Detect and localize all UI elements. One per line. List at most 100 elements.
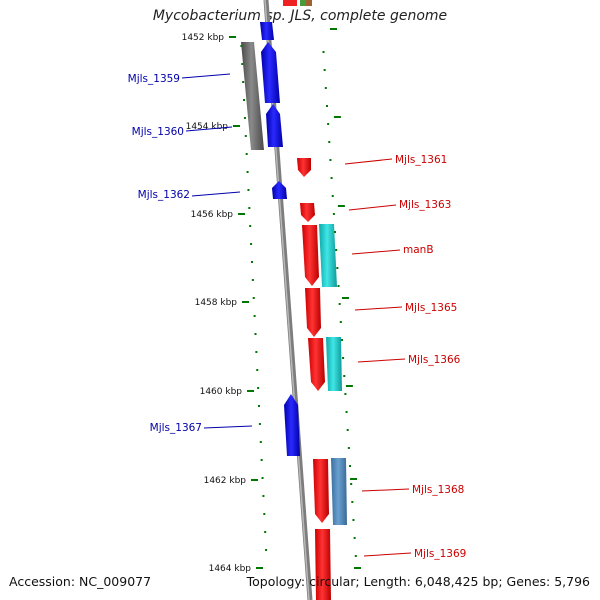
- gene-arrow-manb[interactable]: [302, 225, 319, 286]
- tick-marks: [229, 28, 361, 569]
- cyan-feature-2: [326, 337, 342, 391]
- steelblue-feature: [331, 458, 347, 525]
- gene-label-mjls-1366[interactable]: Mjls_1366: [408, 354, 461, 366]
- map-title: Mycobacterium sp. JLS, complete genome: [152, 8, 448, 24]
- tick-dot: [331, 195, 334, 197]
- gene-arrow-mjls-1361[interactable]: [297, 158, 311, 177]
- partial-feature-green: [300, 0, 306, 6]
- kbp-tick-mark: [247, 390, 254, 392]
- tick-dot: [256, 369, 259, 371]
- gene-label-leader: [363, 552, 412, 557]
- tick-mark-right: [350, 478, 358, 480]
- tick-dot: [329, 159, 332, 161]
- tick-dot: [344, 393, 347, 395]
- tick-dot: [261, 477, 264, 479]
- tick-dot: [251, 279, 254, 281]
- tick-mark-right: [333, 116, 341, 118]
- tick-dot: [349, 465, 352, 467]
- kbp-tick-mark: [233, 125, 240, 127]
- gene-arrow-mjls-1360[interactable]: [266, 104, 283, 147]
- gene-label-mjls-1365[interactable]: Mjls_1365: [405, 302, 457, 314]
- tick-dot: [257, 387, 260, 389]
- tick-mark-right: [337, 205, 345, 207]
- tick-dot: [345, 411, 348, 413]
- tick-dot: [247, 189, 250, 191]
- tick-dot: [353, 537, 356, 539]
- tick-dot: [322, 51, 325, 53]
- gene-label-mjls-1362[interactable]: Mjls_1362: [138, 189, 190, 201]
- tick-dot: [250, 261, 253, 263]
- tick-dot: [350, 483, 353, 485]
- gene-arrow-mjls-1369[interactable]: [315, 529, 331, 600]
- tick-dot: [246, 171, 249, 173]
- tick-dot: [330, 177, 333, 179]
- tick-mark-right: [345, 385, 353, 387]
- kbp-label: 1458 kbp: [195, 298, 238, 308]
- tick-dot: [258, 405, 261, 407]
- tick-dot: [242, 81, 245, 83]
- gene-arrow-mjls-1363[interactable]: [300, 203, 315, 222]
- gene-label-leader: [185, 126, 233, 132]
- kbp-label: 1452 kbp: [182, 33, 225, 43]
- gene-arrow-mjls-1368[interactable]: [313, 459, 329, 523]
- kbp-labels: 1452 kbp 1454 kbp 1456 kbp 1458 kbp 1460 kbp…: [182, 33, 252, 574]
- kbp-label: 1456 kbp: [191, 210, 234, 220]
- kbp-label: 1460 kbp: [200, 387, 243, 397]
- tick-dot: [325, 105, 328, 107]
- tick-dot: [241, 63, 244, 65]
- tick-dot: [255, 351, 258, 353]
- tick-dot: [340, 339, 343, 341]
- tick-dot: [347, 447, 350, 449]
- gene-label-leader: [203, 425, 253, 429]
- gene-label-mjls-1360[interactable]: Mjls_1360: [132, 126, 184, 138]
- tick-dot: [240, 45, 243, 47]
- tick-dot: [339, 321, 342, 323]
- gene-label-leader: [348, 204, 397, 211]
- gene-label-leader: [351, 249, 401, 255]
- tick-dot: [265, 549, 268, 551]
- gene-arrow-mjls-1365[interactable]: [305, 288, 321, 337]
- tick-dot: [254, 333, 257, 335]
- partial-feature-brown: [306, 0, 312, 6]
- tick-dot: [258, 423, 261, 425]
- kbp-tick-mark: [238, 213, 245, 215]
- tick-dot: [336, 267, 339, 269]
- gene-label-mjls-1367[interactable]: Mjls_1367: [150, 422, 202, 434]
- tick-dot: [263, 513, 266, 515]
- gene-label-mjls-1361[interactable]: Mjls_1361: [395, 154, 447, 166]
- tick-dot: [335, 249, 338, 251]
- gene-label-mjls-1359[interactable]: Mjls_1359: [128, 73, 180, 85]
- kbp-label: 1462 kbp: [204, 476, 247, 486]
- gene-label-leader: [344, 158, 393, 165]
- tick-dot: [253, 315, 256, 317]
- kbp-tick-mark: [242, 301, 249, 303]
- gene-arrow-mjls-1366[interactable]: [308, 338, 325, 391]
- kbp-label: 1454 kbp: [186, 122, 229, 132]
- gene-label-mjls-1369[interactable]: Mjls_1369: [414, 548, 466, 560]
- gene-label-leader: [354, 306, 403, 311]
- tick-dot: [327, 123, 330, 125]
- gene-label-mjls-1368[interactable]: Mjls_1368: [412, 484, 464, 496]
- gene-label-manb[interactable]: manB: [403, 244, 434, 256]
- gene-arrow-mjls-1359[interactable]: [260, 22, 274, 40]
- tick-dot: [332, 213, 335, 215]
- tick-dot: [260, 459, 263, 461]
- gene-label-mjls-1363[interactable]: Mjls_1363: [399, 199, 451, 211]
- tick-dot: [328, 141, 331, 143]
- gene-arrow-mjls-1367[interactable]: [284, 394, 300, 456]
- tick-dot: [248, 207, 251, 209]
- gene-arrow-mjls-1362[interactable]: [272, 181, 287, 199]
- tick-dot: [324, 87, 327, 89]
- gene-labels: Mjls_1359 Mjls_1360 Mjls_1361 Mjls_1362 Mjls…: [128, 73, 467, 560]
- tick-dot: [243, 99, 246, 101]
- gene-label-leader: [191, 191, 241, 197]
- tick-dot: [351, 501, 354, 503]
- tick-dot: [249, 225, 252, 227]
- partial-feature-red: [283, 0, 297, 6]
- gene-arrow-mjls-1359[interactable]: [261, 42, 280, 103]
- tick-dot: [354, 555, 357, 557]
- tick-dot: [342, 357, 345, 359]
- kbp-label: 1464 kbp: [209, 564, 252, 574]
- tick-dot: [250, 243, 253, 245]
